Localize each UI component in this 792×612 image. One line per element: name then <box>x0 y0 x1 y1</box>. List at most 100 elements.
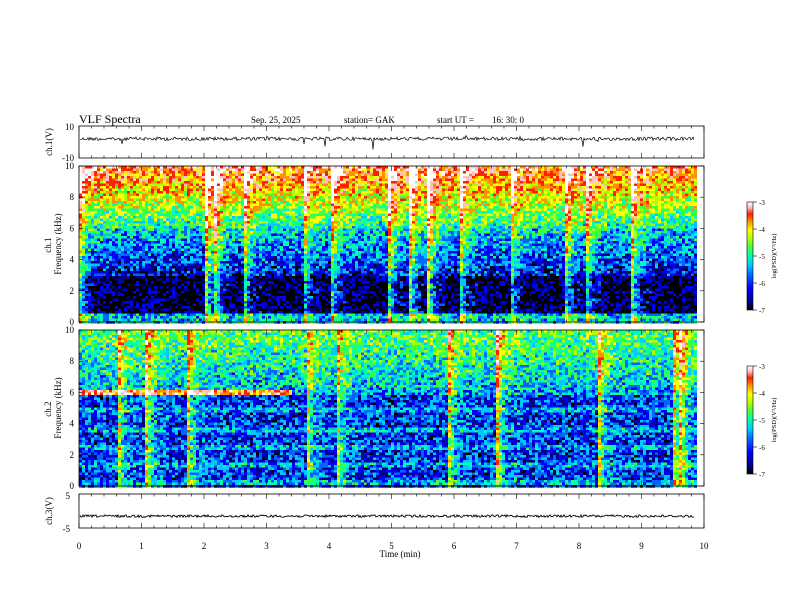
spectrogram-cell <box>94 264 97 267</box>
spectrogram-cell <box>178 306 181 309</box>
spectrogram-cell <box>79 201 82 204</box>
spectrogram-cell <box>292 269 295 272</box>
spectrogram-cell <box>190 241 193 244</box>
spectrogram-cell <box>217 241 220 244</box>
spectrogram-cell <box>247 201 250 204</box>
spectrogram-cell <box>124 189 127 192</box>
spectrogram-cell <box>94 269 97 272</box>
spectrogram-cell <box>166 214 169 217</box>
spectrogram-cell <box>163 281 166 284</box>
spectrogram-cell <box>115 181 118 184</box>
spectrogram-cell <box>106 281 109 284</box>
spectrogram-cell <box>124 216 127 219</box>
spectrogram-cell <box>121 186 124 189</box>
spectrogram-cell <box>172 229 175 232</box>
spectrogram-cell <box>100 234 103 237</box>
spectrogram-cell <box>298 199 301 202</box>
spectrogram-cell <box>142 186 145 189</box>
spectrogram-cell <box>163 204 166 207</box>
spectrogram-cell <box>91 241 94 244</box>
spectrogram-cell <box>139 179 142 182</box>
spectrogram-cell <box>205 269 208 272</box>
spectrogram-cell <box>205 166 208 169</box>
spectrogram-cell <box>130 199 133 202</box>
spectrogram-cell <box>307 256 310 259</box>
spectrogram-cell <box>259 236 262 239</box>
spectrogram-cell <box>178 246 181 249</box>
spectrogram-cell <box>274 301 277 304</box>
spectrogram-cell <box>148 171 151 174</box>
spectrogram-cell <box>154 274 157 277</box>
spectrogram-cell <box>280 271 283 274</box>
spectrogram-cell <box>154 294 157 297</box>
spectrogram-cell <box>256 244 259 247</box>
spectrogram-cell <box>133 229 136 232</box>
spectrogram-cell <box>202 276 205 279</box>
spectrogram-cell <box>235 299 238 302</box>
spectrogram-cell <box>280 204 283 207</box>
spectrogram-cell <box>88 281 91 284</box>
spectrogram-cell <box>229 239 232 242</box>
spectrogram-cell <box>175 314 178 317</box>
spectrogram-cell <box>298 224 301 227</box>
spectrogram-cell <box>298 211 301 214</box>
spectrogram-cell <box>85 269 88 272</box>
spectrogram-cell <box>85 196 88 199</box>
spectrogram-cell <box>256 206 259 209</box>
spectrogram-cell <box>196 171 199 174</box>
spectrogram-cell <box>118 314 121 317</box>
spectrogram-cell <box>97 174 100 177</box>
spectrogram-cell <box>223 246 226 249</box>
spectrogram-cell <box>301 166 304 169</box>
spectrogram-cell <box>202 241 205 244</box>
spectrogram-cell <box>121 214 124 217</box>
spectrogram-cell <box>214 231 217 234</box>
spectrogram-cell <box>289 301 292 304</box>
spectrogram-cell <box>247 251 250 254</box>
spectrogram-cell <box>103 171 106 174</box>
spectrogram-cell <box>187 246 190 249</box>
spectrogram-cell <box>151 246 154 249</box>
spectrogram-cell <box>82 169 85 172</box>
spectrogram-cell <box>154 246 157 249</box>
spectrogram-cell <box>277 244 280 247</box>
spectrogram-cell <box>304 309 307 312</box>
spectrogram-cell <box>112 306 115 309</box>
spectrogram-cell <box>112 266 115 269</box>
spectrogram-cell <box>250 269 253 272</box>
spectrogram-cell <box>205 254 208 257</box>
spectrogram-cell <box>277 281 280 284</box>
spectrogram-cell <box>211 264 214 267</box>
spectrogram-cell <box>277 171 280 174</box>
spectrogram-cell <box>310 209 313 212</box>
spectrogram-cell <box>220 264 223 267</box>
spectrogram-cell <box>166 304 169 307</box>
spectrogram-cell <box>88 286 91 289</box>
spectrogram-cell <box>133 316 136 319</box>
spectrogram-cell <box>217 304 220 307</box>
spectrogram-cell <box>274 221 277 224</box>
spectrogram-cell <box>85 294 88 297</box>
spectrogram-cell <box>196 314 199 317</box>
spectrogram-cell <box>115 276 118 279</box>
spectrogram-cell <box>238 264 241 267</box>
spectrogram-cell <box>247 264 250 267</box>
spectrogram-cell <box>274 191 277 194</box>
spectrogram-cell <box>232 301 235 304</box>
spectrogram-cell <box>202 239 205 242</box>
spectrogram-cell <box>298 314 301 317</box>
spectrogram-cell <box>202 229 205 232</box>
spectrogram-cell <box>235 174 238 177</box>
spectrogram-cell <box>193 239 196 242</box>
spectrogram-cell <box>244 299 247 302</box>
spectrogram-cell <box>109 166 112 169</box>
spectrogram-cell <box>247 259 250 262</box>
spectrogram-cell <box>310 176 313 179</box>
spectrogram-cell <box>121 221 124 224</box>
spectrogram-cell <box>250 171 253 174</box>
spectrogram-cell <box>169 231 172 234</box>
spectrogram-cell <box>91 236 94 239</box>
spectrogram-cell <box>286 176 289 179</box>
spectrogram-cell <box>166 299 169 302</box>
spectrogram-cell <box>214 209 217 212</box>
